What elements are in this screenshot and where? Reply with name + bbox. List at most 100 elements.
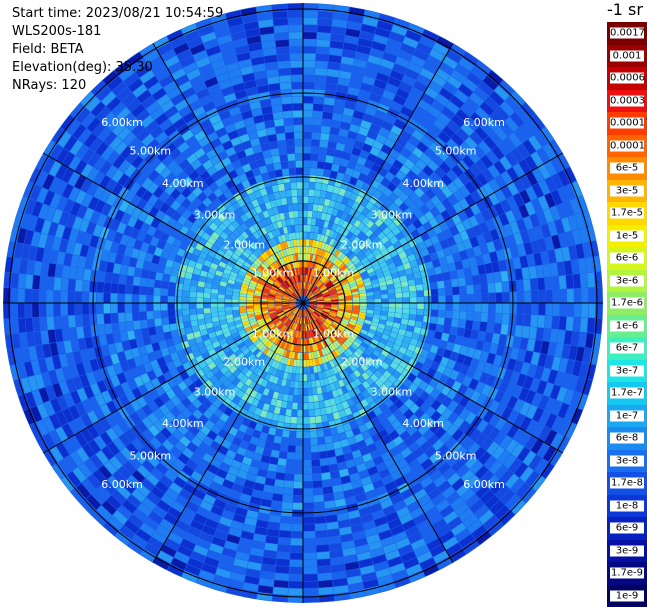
range-gate bbox=[271, 155, 281, 164]
range-gate bbox=[344, 190, 352, 199]
range-gate bbox=[273, 486, 284, 495]
range-gate bbox=[378, 222, 388, 232]
range-gate bbox=[169, 482, 183, 495]
range-gate bbox=[249, 364, 257, 372]
range-gate bbox=[432, 338, 441, 347]
range-gate bbox=[381, 294, 389, 299]
range-gate bbox=[331, 278, 339, 284]
range-gate bbox=[308, 316, 312, 323]
range-gate bbox=[374, 209, 384, 218]
range-gate bbox=[372, 140, 384, 151]
range-gate bbox=[351, 291, 359, 296]
range-gate bbox=[316, 297, 324, 300]
range-gate bbox=[271, 336, 278, 343]
range-gate bbox=[132, 285, 140, 295]
range-gate bbox=[277, 458, 287, 466]
range-gate bbox=[342, 229, 350, 237]
range-gate bbox=[286, 320, 292, 327]
range-gate bbox=[532, 407, 544, 423]
range-gate bbox=[300, 310, 302, 317]
range-gate bbox=[408, 532, 423, 544]
range-gate bbox=[207, 394, 217, 404]
range-gate bbox=[420, 93, 435, 105]
range-gate bbox=[327, 222, 334, 230]
range-gate bbox=[296, 174, 303, 182]
range-gate bbox=[392, 277, 401, 284]
range-gate bbox=[448, 334, 457, 344]
range-gate bbox=[272, 391, 279, 400]
range-gate bbox=[279, 523, 292, 531]
range-gate bbox=[328, 54, 342, 64]
range-gate bbox=[294, 459, 303, 467]
range-gate bbox=[321, 348, 326, 356]
range-gate bbox=[331, 301, 339, 303]
range-gate bbox=[303, 331, 305, 339]
range-gate bbox=[287, 445, 296, 453]
range-gate bbox=[168, 532, 183, 545]
range-gate bbox=[326, 521, 339, 530]
range-gate bbox=[327, 413, 335, 422]
range-ring-label: 2.00km bbox=[224, 356, 266, 369]
range-gate bbox=[442, 325, 451, 334]
range-gate bbox=[404, 453, 417, 465]
range-gate bbox=[400, 43, 416, 55]
range-gate bbox=[336, 425, 345, 434]
range-gate bbox=[373, 290, 381, 296]
range-gate bbox=[336, 84, 349, 94]
range-gate bbox=[316, 211, 322, 220]
range-gate bbox=[344, 309, 352, 314]
range-gate bbox=[199, 531, 214, 543]
range-gate bbox=[441, 106, 456, 120]
range-gate bbox=[303, 203, 308, 211]
range-gate bbox=[436, 556, 453, 570]
range-gate bbox=[135, 408, 147, 421]
range-gate bbox=[401, 75, 416, 87]
range-gate bbox=[152, 505, 167, 519]
range-gate bbox=[458, 277, 466, 287]
range-gate bbox=[312, 480, 323, 488]
range-gate bbox=[290, 182, 297, 190]
range-gate bbox=[313, 329, 318, 336]
range-gate bbox=[290, 416, 297, 424]
range-gate bbox=[484, 263, 493, 274]
range-gate bbox=[314, 75, 327, 83]
range-gate bbox=[273, 162, 282, 171]
range-gate bbox=[501, 281, 510, 293]
range-gate bbox=[246, 472, 257, 482]
range-gate bbox=[356, 133, 367, 143]
range-gate bbox=[289, 423, 297, 431]
range-gate bbox=[332, 113, 343, 122]
range-gate bbox=[270, 383, 277, 391]
range-gate bbox=[377, 323, 386, 330]
range-gate bbox=[351, 117, 363, 127]
range-gate bbox=[217, 445, 229, 456]
range-gate bbox=[388, 192, 398, 202]
range-gate bbox=[308, 395, 314, 403]
range-gate bbox=[319, 458, 329, 466]
range-gate bbox=[534, 131, 548, 147]
range-gate bbox=[475, 107, 490, 121]
range-gate bbox=[315, 335, 321, 343]
range-gate bbox=[233, 558, 249, 568]
range-gate bbox=[408, 213, 418, 223]
range-gate bbox=[356, 156, 367, 166]
range-gate bbox=[17, 303, 25, 318]
range-gate bbox=[516, 244, 526, 257]
range-gate bbox=[317, 25, 332, 33]
range-gate bbox=[32, 317, 41, 332]
range-gate bbox=[471, 525, 487, 540]
range-gate bbox=[351, 427, 361, 436]
range-gate bbox=[307, 291, 312, 298]
range-gate bbox=[435, 93, 450, 107]
range-gate bbox=[356, 204, 365, 213]
range-gate bbox=[205, 370, 215, 380]
range-gate bbox=[83, 268, 92, 281]
range-gate bbox=[387, 312, 395, 318]
range-gate bbox=[369, 146, 381, 157]
range-gate bbox=[404, 141, 416, 153]
range-gate bbox=[297, 402, 303, 410]
range-gate bbox=[243, 479, 255, 489]
range-gate bbox=[319, 378, 326, 387]
range-gate bbox=[524, 435, 538, 451]
range-gate bbox=[304, 331, 307, 339]
